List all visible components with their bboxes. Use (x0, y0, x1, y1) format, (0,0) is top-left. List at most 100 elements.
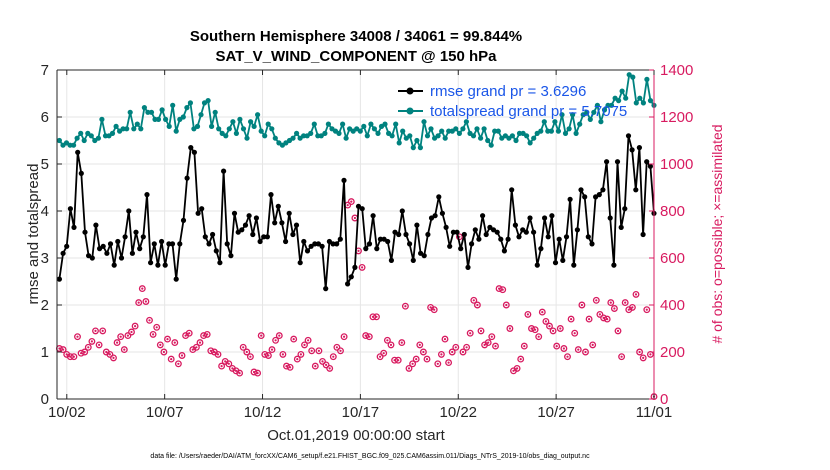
possible-obs-dot (152, 333, 155, 336)
totalspread-point (495, 128, 501, 134)
y-left-tick-label: 4 (41, 203, 49, 220)
rmse-point (213, 248, 219, 254)
rmse-point (443, 224, 449, 230)
totalspread-point (382, 121, 388, 127)
possible-obs-dot (436, 362, 439, 365)
possible-obs-dot (310, 349, 313, 352)
possible-obs-dot (173, 341, 176, 344)
totalspread-point (584, 109, 590, 115)
rmse-point (461, 231, 467, 238)
rmse-point (71, 224, 77, 230)
totalspread-point (396, 140, 402, 146)
totalspread-point (272, 135, 278, 141)
possible-obs-marker (466, 329, 474, 337)
possible-obs-marker (164, 335, 171, 343)
possible-obs-dot (544, 320, 548, 323)
totalspread-point (88, 133, 94, 139)
rmse-point (567, 196, 573, 202)
totalspread-point (194, 123, 201, 129)
possible-obs-dot (325, 363, 328, 366)
possible-obs-marker (156, 341, 164, 349)
possible-obs-marker (607, 299, 615, 307)
rmse-point (552, 260, 559, 266)
totalspread-point (548, 128, 555, 134)
possible-obs-marker (225, 360, 233, 368)
rmse-point (352, 264, 358, 270)
rmse-point (509, 187, 515, 193)
totalspread-point (265, 121, 271, 127)
y-left-tick-label: 7 (41, 62, 49, 79)
rmse-point (286, 210, 292, 216)
possible-obs-marker (592, 296, 600, 304)
possible-obs-marker (286, 363, 294, 371)
possible-obs-dot (397, 359, 400, 362)
rmse-point (301, 238, 307, 245)
possible-obs-dot (328, 367, 331, 370)
possible-obs-marker (257, 332, 265, 340)
totalspread-point (400, 128, 406, 134)
possible-obs-markers (55, 198, 658, 401)
totalspread-point (573, 130, 579, 136)
possible-obs-marker (315, 347, 323, 355)
possible-obs-marker (589, 341, 597, 349)
totalspread-point (269, 126, 275, 132)
rmse-point (348, 274, 354, 280)
rmse-point (86, 253, 92, 259)
possible-obs-dot (162, 350, 165, 354)
possible-obs-dot (609, 301, 612, 304)
rmse-point (618, 224, 624, 230)
rmse-point (89, 255, 95, 261)
possible-obs-marker (279, 350, 287, 358)
y-right-tick-label: 0 (660, 391, 668, 408)
rmse-point (304, 248, 311, 254)
possible-obs-dot (170, 358, 173, 361)
possible-obs-dot (119, 335, 122, 338)
possible-obs-marker (264, 352, 272, 359)
totalspread-point (138, 126, 144, 132)
possible-obs-marker (135, 299, 143, 307)
totalspread-point (187, 100, 193, 106)
rmse-point (574, 227, 581, 233)
possible-obs-marker (571, 329, 579, 337)
possible-obs-dot (130, 330, 133, 334)
possible-obs-dot (487, 341, 490, 344)
possible-obs-marker (297, 350, 305, 358)
possible-obs-marker (434, 360, 442, 368)
x-tick-label: 10/22 (439, 404, 477, 421)
possible-obs-dot (566, 355, 569, 358)
possible-obs-marker (167, 355, 175, 363)
y-left-tick-label: 5 (41, 156, 49, 173)
possible-obs-dot (274, 339, 277, 342)
totalspread-point (446, 128, 452, 134)
rmse-point (377, 236, 383, 242)
y-left-tick-label: 3 (41, 250, 49, 267)
possible-obs-dot (624, 301, 627, 304)
rmse-point (140, 234, 146, 240)
chart-subtitle: SAT_V_WIND_COMPONENT @ 150 hPa (215, 48, 497, 65)
rmse-point (341, 177, 347, 183)
rmse-point (556, 236, 562, 242)
x-tick-label: 10/27 (537, 404, 575, 421)
possible-obs-marker (600, 314, 608, 322)
possible-obs-dot (454, 346, 457, 349)
totalspread-point (336, 130, 342, 136)
totalspread-point (371, 126, 377, 132)
possible-obs-dot (505, 303, 508, 307)
totalspread-point (619, 88, 625, 94)
possible-obs-marker (272, 336, 280, 344)
possible-obs-marker (326, 364, 334, 372)
possible-obs-dot (588, 318, 591, 321)
rmse-point (166, 241, 172, 247)
possible-obs-dot (231, 367, 234, 370)
rmse-point (122, 234, 128, 240)
possible-obs-marker (546, 322, 553, 330)
rmse-point (407, 241, 413, 247)
possible-obs-marker (92, 327, 99, 335)
possible-obs-marker (419, 348, 427, 356)
totalspread-point (460, 126, 466, 132)
totalspread-point (485, 137, 491, 144)
totalspread-point (99, 116, 105, 122)
totalspread-point (173, 128, 179, 134)
rmse-point (60, 250, 66, 256)
rmse-point (250, 231, 256, 238)
